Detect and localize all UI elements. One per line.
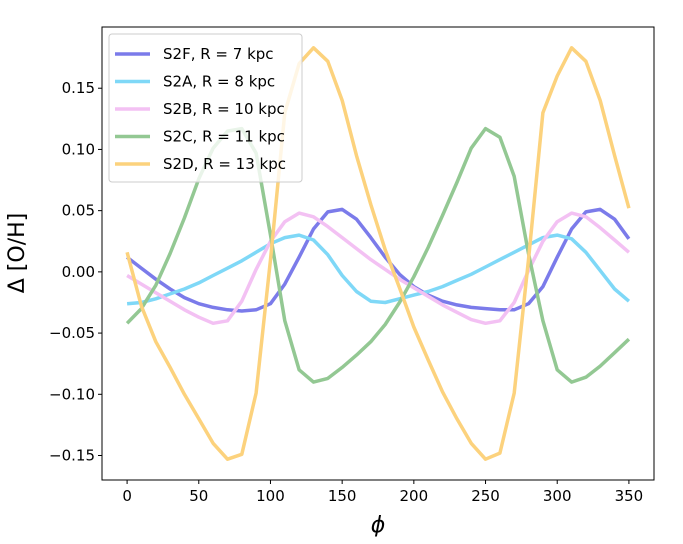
- series-line-s2b: [126, 211, 631, 326]
- x-tick-label: 300: [543, 487, 572, 505]
- legend-label-s2c: S2C, R = 11 kpc: [163, 128, 285, 146]
- legend-label-s2f: S2F, R = 7 kpc: [163, 45, 274, 63]
- x-tick-label: 50: [189, 487, 208, 505]
- x-tick-label: 150: [328, 487, 357, 505]
- y-tick-label: −0.15: [49, 447, 95, 465]
- x-tick-label: 100: [256, 487, 285, 505]
- y-tick-label: 0.15: [62, 79, 95, 97]
- x-axis-title: ϕ: [371, 513, 386, 538]
- series-line-s2f: [126, 207, 631, 313]
- y-tick-label: −0.10: [49, 385, 95, 403]
- x-tick-label: 350: [615, 487, 644, 505]
- y-tick-label: 0.10: [62, 140, 95, 158]
- series-line-s2d: [125, 46, 631, 461]
- plot-frame: [101, 26, 655, 481]
- x-tick-label: 250: [471, 487, 500, 505]
- ticks-layer: 0 50 100 150 200 250 300 350 −0.15 −0.10 −0.05 0.00…: [49, 79, 643, 505]
- legend-label-s2d: S2D, R = 13 kpc: [163, 155, 286, 173]
- y-tick-label: 0.05: [62, 202, 95, 220]
- y-tick-label: −0.05: [49, 324, 95, 342]
- x-tick-label: 200: [400, 487, 429, 505]
- y-axis-title: Δ [O/H]: [5, 213, 30, 293]
- x-tick-label: 0: [122, 487, 132, 505]
- y-tick-label: 0.00: [62, 263, 95, 281]
- legend-label-s2b: S2B, R = 10 kpc: [163, 100, 285, 118]
- legend-frame: [108, 33, 303, 183]
- legend: S2F, R = 7 kpc S2A, R = 8 kpc S2B, R = 10 …: [108, 33, 303, 183]
- legend-label-s2a: S2A, R = 8 kpc: [163, 73, 275, 91]
